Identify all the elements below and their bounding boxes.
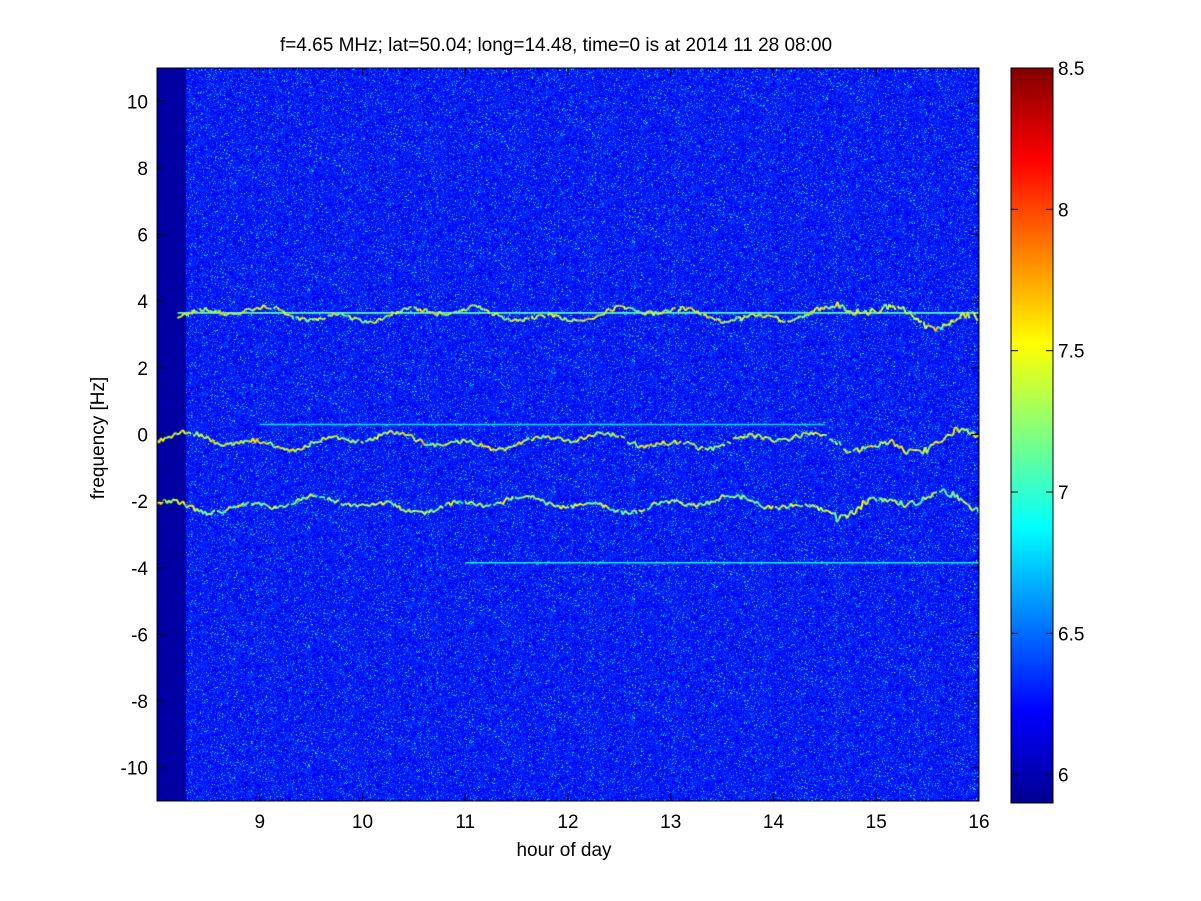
y-tick-label: -4 [131,559,148,580]
chart-title: f=4.65 MHz; lat=50.04; long=14.48, time=… [280,35,832,56]
colorbar-tick-label: 7.5 [1058,342,1084,363]
y-axis-label: frequency [Hz] [88,377,109,500]
x-tick-label: 14 [763,812,785,833]
heatmap-area [156,67,980,802]
x-axis-label: hour of day [516,840,612,861]
x-tick-label: 13 [660,812,681,833]
y-tick-label: 8 [137,159,148,180]
x-axis: 9 10 11 12 13 14 15 16 [254,68,990,833]
y-tick-label: -8 [131,692,148,713]
y-tick-label: -6 [131,625,148,646]
colorbar-tick-label: 8.5 [1058,59,1084,80]
x-tick-label: 9 [254,812,265,833]
y-tick-label: 2 [137,359,148,380]
colorbar-tick-label: 8 [1058,200,1069,221]
y-tick-label: 0 [137,426,148,447]
colorbar-gradient [1010,67,1054,804]
y-tick-label: -10 [121,759,148,780]
y-axis: 10 8 6 4 2 0 -2 -4 -6 -8 -10 [121,92,979,780]
colorbar-tick-label: 7 [1058,483,1069,504]
y-tick-label: 4 [137,292,148,313]
y-tick-label: -2 [131,492,148,513]
x-tick-label: 12 [557,812,578,833]
y-tick-label: 6 [137,226,148,247]
colorbar: 8.5 8 7.5 7 6.5 6 [1010,59,1084,804]
colorbar-tick-label: 6.5 [1058,624,1084,645]
y-tick-label: 10 [127,92,148,113]
colorbar-ticks: 8.5 8 7.5 7 6.5 6 [1011,59,1084,787]
colorbar-tick-label: 6 [1058,766,1069,787]
x-tick-label: 11 [455,812,475,833]
x-tick-label: 10 [352,812,373,833]
x-tick-label: 15 [866,812,887,833]
x-tick-label: 16 [968,812,989,833]
